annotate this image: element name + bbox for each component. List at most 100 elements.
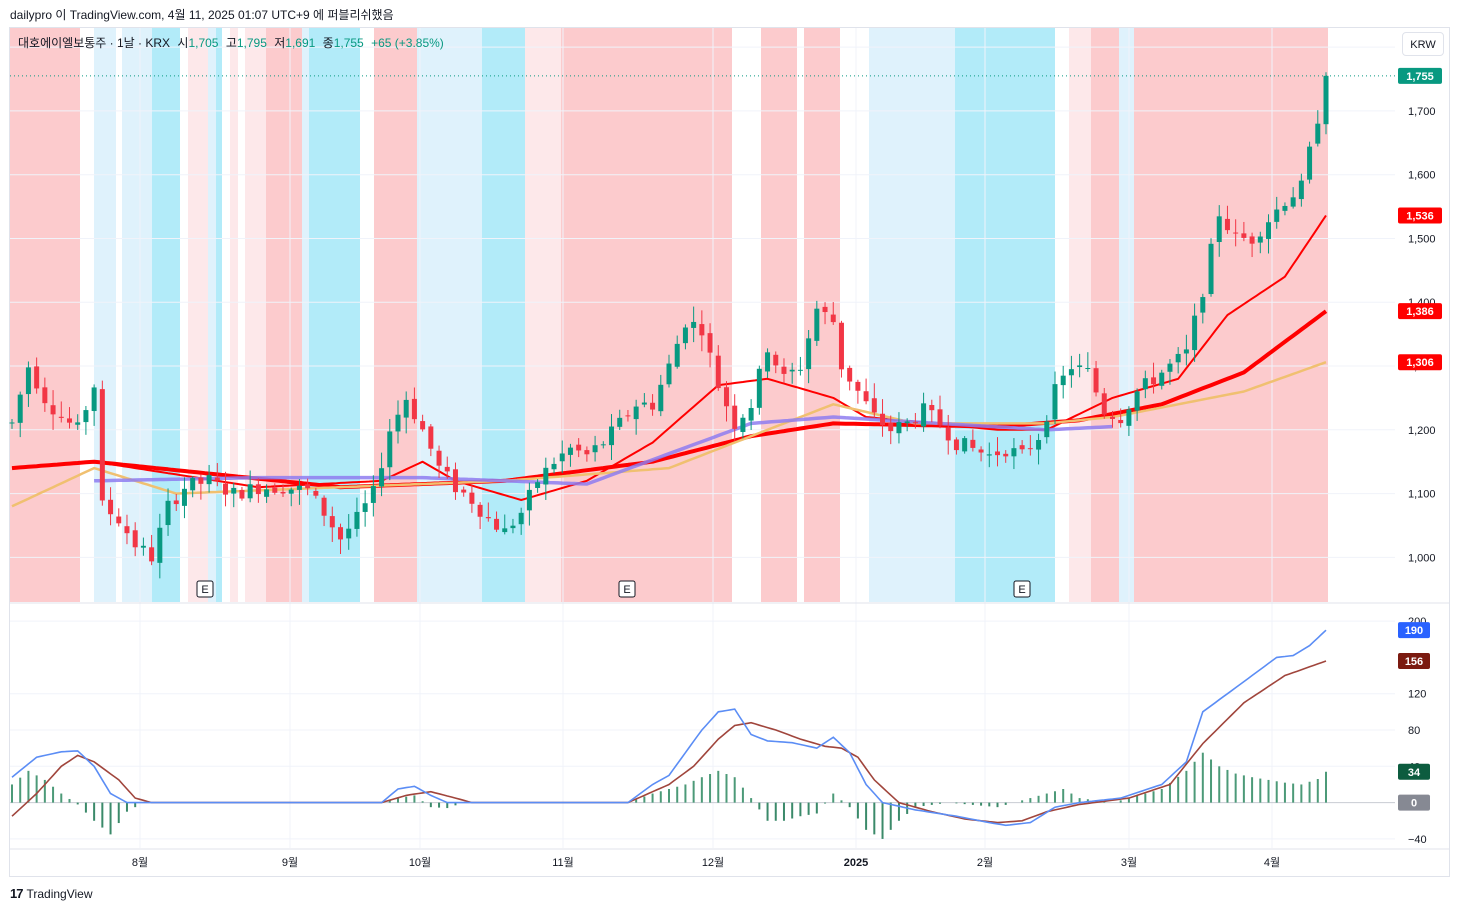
earnings-marker <box>1013 580 1031 598</box>
candle-body <box>42 387 48 404</box>
candle-body <box>773 354 779 366</box>
candle-body <box>1101 393 1107 415</box>
candle-body <box>978 449 984 453</box>
time-tick-label: 2월 <box>977 856 993 869</box>
candle-body <box>494 518 500 530</box>
candle-body <box>116 516 122 524</box>
regime-band <box>208 28 216 602</box>
open-label: 시 <box>177 36 189 50</box>
candle-body <box>666 363 672 385</box>
candle-body <box>1003 453 1009 457</box>
histogram-bar <box>446 802 449 809</box>
candle-body <box>929 404 935 411</box>
histogram-bar <box>1201 752 1204 803</box>
regime-band <box>374 28 417 602</box>
earnings-marker <box>196 580 214 598</box>
candle-body <box>1175 353 1181 363</box>
histogram-bar <box>421 801 424 803</box>
candle-body <box>518 512 524 525</box>
candle-body <box>609 426 615 446</box>
candle-body <box>863 391 869 402</box>
candle-body <box>986 454 992 456</box>
candle-body <box>66 418 72 423</box>
candle-body <box>510 525 516 529</box>
tradingview-logo[interactable]: 17 TradingView <box>10 886 93 901</box>
candle-body <box>239 490 245 499</box>
candle-body <box>223 483 229 495</box>
candle-body <box>584 450 590 455</box>
candle-body <box>1216 216 1222 242</box>
histogram-bar <box>27 770 30 803</box>
candle-body <box>190 478 196 491</box>
candle-body <box>756 368 762 408</box>
candle-body <box>181 488 187 506</box>
candle-body <box>354 511 360 529</box>
tradingview-mark-icon: 17 <box>10 886 24 901</box>
candle-body <box>280 491 286 494</box>
histogram-bar <box>939 802 942 804</box>
price-tick-label: 1,600 <box>1408 170 1436 182</box>
candle-body <box>1093 368 1099 393</box>
candle-body <box>691 321 697 328</box>
symbol-label[interactable]: 대호에이엘보통주 · 1날 · KRX <box>18 36 171 50</box>
histogram-bar <box>741 787 744 803</box>
moving-average-lines <box>11 214 1328 508</box>
candle-body <box>535 482 541 488</box>
candle-body <box>1151 377 1157 385</box>
histogram-bar <box>134 802 137 808</box>
osc-tick-label: −40 <box>1408 834 1427 846</box>
regime-band <box>417 28 482 602</box>
candle-body <box>1027 448 1033 450</box>
price-label-text: 1,306 <box>1406 357 1434 369</box>
histogram-bar <box>848 802 851 808</box>
candle-body <box>83 410 89 423</box>
candle-body <box>255 484 261 495</box>
histogram-bar <box>873 802 876 835</box>
price-label-badge <box>1398 303 1442 320</box>
regime-band <box>955 28 1055 602</box>
candle-body <box>822 306 828 313</box>
histogram-bar <box>832 793 835 803</box>
candle-body <box>1167 363 1173 372</box>
currency-button[interactable]: KRW <box>1402 32 1444 56</box>
candle-body <box>1126 409 1132 426</box>
candle-body <box>58 416 64 418</box>
histogram-bar <box>1144 793 1147 803</box>
candle-body <box>838 322 844 370</box>
histogram-bar <box>824 802 827 804</box>
moving-average-line <box>11 309 1328 490</box>
candle-body <box>633 406 639 420</box>
time-tick-label: 12월 <box>702 856 724 869</box>
low-value: 1,691 <box>285 36 316 50</box>
histogram-bar <box>750 798 753 803</box>
candle-body <box>1282 205 1288 211</box>
candle-body <box>34 366 40 389</box>
histogram-bar <box>1316 779 1319 803</box>
candle-body <box>321 497 327 516</box>
regime-band <box>761 28 797 602</box>
histogram-bar <box>1185 770 1188 803</box>
candle-body <box>313 490 319 496</box>
candle-body <box>272 487 278 493</box>
histogram-bar <box>1152 791 1155 803</box>
candle-body <box>502 528 508 533</box>
candle-body <box>198 477 204 484</box>
histogram-bar <box>889 802 892 830</box>
time-tick-label: 10월 <box>409 856 431 869</box>
histogram-bar <box>19 777 22 803</box>
candle-body <box>1323 75 1329 125</box>
histogram-bar <box>684 784 687 803</box>
candle-body <box>1085 368 1091 370</box>
candle-body <box>748 408 754 421</box>
candle-body <box>1315 123 1321 144</box>
regime-band <box>122 28 152 602</box>
histogram-bar <box>709 774 712 803</box>
candlestick-series <box>9 72 1329 579</box>
osc-value-badge <box>1398 763 1430 780</box>
price-tick-label: 1,200 <box>1408 425 1436 437</box>
candle-body <box>1233 232 1239 234</box>
histogram-bar <box>955 802 958 804</box>
osc-tick-label: 80 <box>1408 725 1420 737</box>
